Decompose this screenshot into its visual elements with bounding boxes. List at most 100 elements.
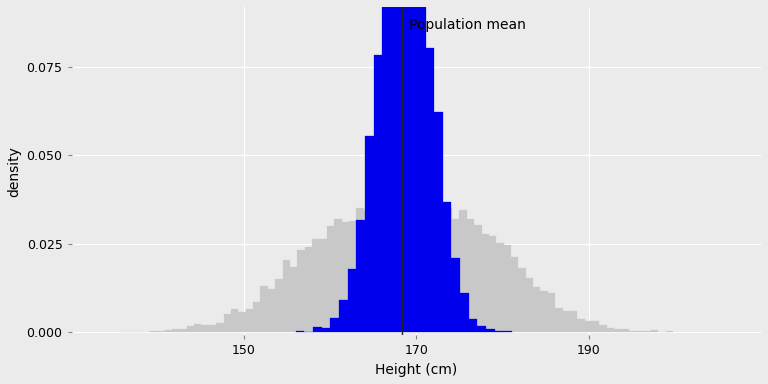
Bar: [511, 257, 518, 332]
Bar: [474, 225, 482, 332]
Bar: [518, 268, 526, 332]
Bar: [223, 314, 231, 332]
Bar: [629, 331, 636, 332]
Text: Population mean: Population mean: [409, 18, 526, 31]
Bar: [393, 196, 400, 332]
Bar: [297, 250, 305, 332]
Bar: [422, 197, 430, 332]
Bar: [452, 258, 460, 332]
Bar: [386, 205, 393, 332]
Bar: [253, 302, 260, 332]
Bar: [417, 0, 425, 332]
Bar: [607, 328, 614, 332]
Bar: [246, 309, 253, 332]
Bar: [349, 221, 356, 332]
Bar: [312, 239, 319, 332]
Bar: [231, 309, 238, 332]
Bar: [666, 331, 673, 332]
Bar: [217, 323, 223, 332]
Bar: [486, 329, 495, 332]
Bar: [452, 219, 459, 332]
Bar: [373, 55, 382, 332]
Bar: [201, 325, 209, 332]
Bar: [548, 293, 555, 332]
Bar: [658, 331, 666, 332]
Bar: [584, 321, 592, 332]
Bar: [356, 209, 363, 332]
Y-axis label: density: density: [7, 146, 21, 197]
Bar: [322, 328, 330, 332]
Bar: [342, 222, 349, 332]
Bar: [644, 331, 651, 332]
Bar: [599, 325, 607, 332]
Bar: [443, 202, 452, 332]
Bar: [592, 321, 599, 332]
Bar: [275, 279, 283, 332]
Bar: [296, 331, 304, 332]
Bar: [121, 331, 127, 332]
Bar: [399, 0, 409, 332]
Bar: [459, 210, 467, 332]
Bar: [445, 208, 452, 332]
Bar: [371, 208, 379, 332]
Bar: [482, 234, 489, 332]
Bar: [460, 293, 468, 332]
Bar: [478, 326, 486, 332]
Bar: [430, 208, 437, 332]
Bar: [238, 312, 246, 332]
Bar: [326, 226, 334, 332]
Bar: [400, 207, 408, 332]
Bar: [382, 0, 391, 332]
Bar: [391, 0, 399, 332]
Bar: [570, 311, 578, 332]
Bar: [533, 287, 541, 332]
Bar: [526, 278, 533, 332]
Bar: [496, 243, 504, 332]
Bar: [150, 331, 157, 332]
Bar: [127, 331, 135, 332]
Bar: [356, 220, 365, 332]
Bar: [578, 319, 584, 332]
Bar: [209, 324, 217, 332]
Bar: [348, 269, 356, 332]
Bar: [563, 311, 570, 332]
Bar: [365, 136, 373, 332]
Bar: [334, 219, 342, 332]
Bar: [541, 291, 548, 332]
Bar: [330, 318, 339, 332]
Bar: [415, 207, 422, 332]
Bar: [425, 48, 434, 332]
Bar: [305, 247, 312, 332]
Bar: [283, 260, 290, 332]
Bar: [503, 331, 512, 332]
Bar: [467, 219, 474, 332]
Bar: [268, 289, 275, 332]
Bar: [434, 112, 443, 332]
Bar: [555, 308, 563, 332]
Bar: [339, 300, 348, 332]
Bar: [409, 0, 417, 332]
Bar: [408, 210, 415, 332]
Bar: [172, 329, 180, 332]
Bar: [157, 331, 164, 332]
Bar: [468, 319, 478, 332]
Bar: [290, 266, 297, 332]
Bar: [651, 330, 658, 332]
Bar: [313, 327, 322, 332]
Bar: [260, 286, 268, 332]
Bar: [489, 236, 496, 332]
Bar: [180, 329, 187, 332]
X-axis label: Height (cm): Height (cm): [375, 363, 458, 377]
Bar: [187, 326, 194, 332]
Bar: [614, 329, 621, 332]
Bar: [164, 330, 172, 332]
Bar: [319, 239, 326, 332]
Bar: [621, 329, 629, 332]
Bar: [504, 245, 511, 332]
Bar: [437, 204, 445, 332]
Bar: [363, 211, 371, 332]
Bar: [194, 324, 201, 332]
Bar: [379, 212, 386, 332]
Bar: [495, 331, 503, 332]
Bar: [636, 331, 644, 332]
